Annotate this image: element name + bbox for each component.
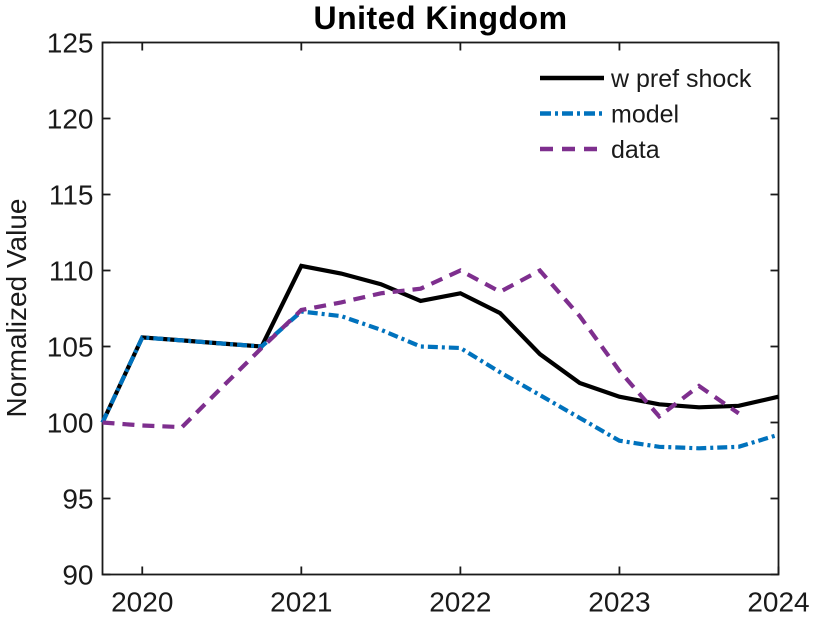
axes-box	[101, 41, 780, 576]
y-tick-label: 95	[62, 484, 93, 515]
series-line-w-pref-shock	[100, 263, 779, 424]
y-tick-label: 120	[47, 104, 94, 135]
x-tick-label: 2021	[270, 587, 332, 618]
chart-title: United Kingdom	[313, 0, 568, 36]
series-line-model	[100, 309, 780, 451]
y-tick-label: 100	[47, 408, 94, 439]
y-tick-label: 115	[49, 180, 94, 211]
x-tick-label: 2020	[111, 587, 173, 618]
series-line-data	[102, 267, 740, 430]
y-tick-label: 90	[62, 560, 93, 591]
legend-label-w-pref-shock: w pref shock	[610, 65, 752, 93]
y-tick-label: 125	[47, 28, 94, 59]
y-axis-label: Normalized Value	[1, 198, 32, 418]
y-tick-label: 105	[47, 332, 94, 363]
y-tick-label: 110	[49, 256, 94, 287]
legend-label-model: model	[611, 101, 679, 129]
x-tick-label: 2024	[747, 587, 809, 618]
x-tick-label: 2022	[429, 587, 491, 618]
x-tick-label: 2023	[588, 587, 650, 618]
legend-label-data: data	[611, 136, 660, 164]
